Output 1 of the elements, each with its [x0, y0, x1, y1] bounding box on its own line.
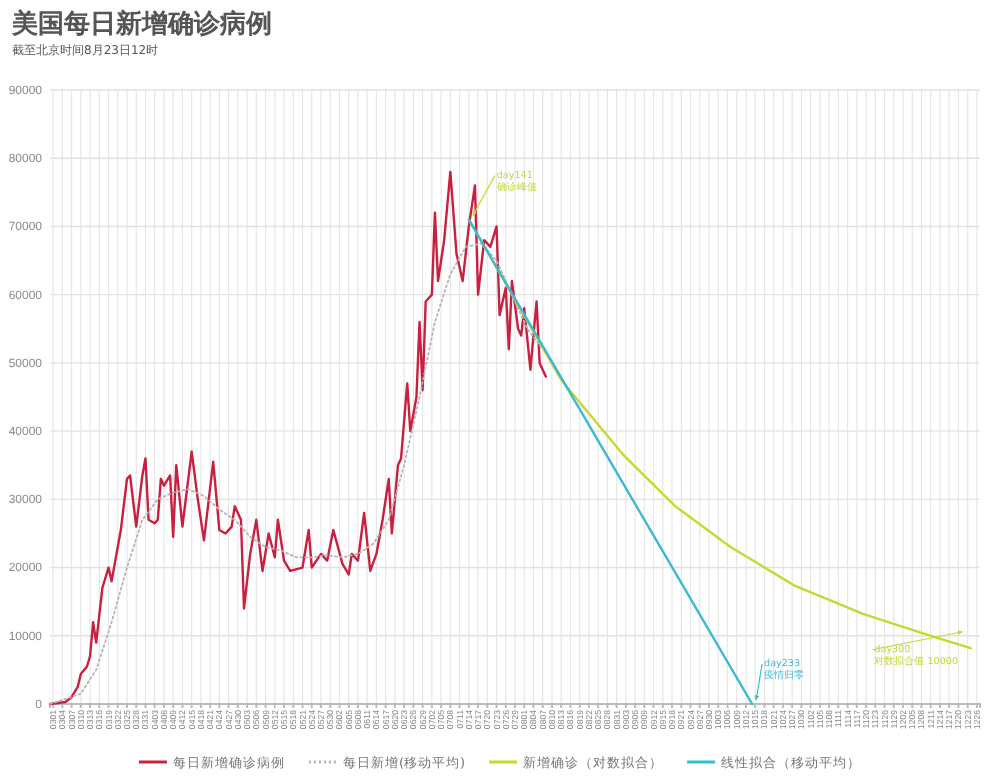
chart-title: 美国每日新增确诊病例 [10, 8, 272, 40]
